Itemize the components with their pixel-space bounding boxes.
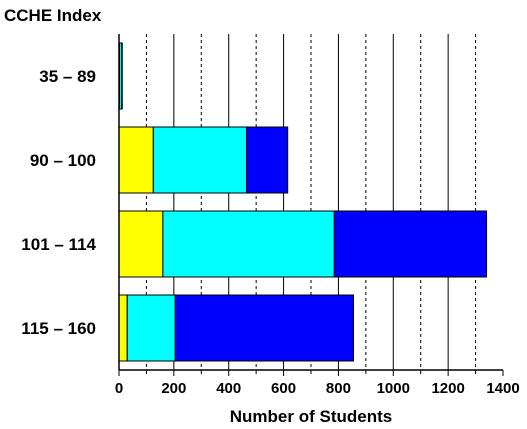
x-tick-label-800: 800 <box>326 380 351 397</box>
grid-lines <box>145 34 477 370</box>
category-label-3: 101 – 114 <box>21 235 96 254</box>
category-labels: 35 – 89 90 – 100 101 – 114 115 – 160 <box>21 67 96 338</box>
bar-segment-4-3 <box>174 294 355 362</box>
category-label-4: 115 – 160 <box>21 319 96 338</box>
bar-segment-4-2 <box>126 294 176 362</box>
x-tick-label-600: 600 <box>271 380 296 397</box>
bar-segment-2-3 <box>246 126 289 194</box>
bars-group <box>118 42 488 362</box>
category-label-1: 35 – 89 <box>39 67 96 86</box>
x-tick-label-1400: 1400 <box>486 380 519 397</box>
category-label-2: 90 – 100 <box>30 151 96 170</box>
x-tick-label-200: 200 <box>161 380 186 397</box>
x-axis: 0 200 400 600 800 1000 1200 1400 <box>115 34 520 397</box>
bar-segment-3-2 <box>162 210 335 278</box>
bar-segment-3-3 <box>333 210 488 278</box>
x-tick-label-0: 0 <box>115 380 123 397</box>
x-axis-label: Number of Students <box>230 407 392 426</box>
bar-segment-1-3 <box>121 42 123 110</box>
bar-segment-2-2 <box>152 126 248 194</box>
bar-segment-3-1 <box>118 210 164 278</box>
x-tick-label-1000: 1000 <box>377 380 410 397</box>
x-tick-label-1200: 1200 <box>431 380 464 397</box>
bar-segment-4-1 <box>118 294 128 362</box>
chart-title: CCHE Index <box>4 6 102 25</box>
x-tick-label-400: 400 <box>216 380 241 397</box>
bar-segment-2-1 <box>118 126 154 194</box>
